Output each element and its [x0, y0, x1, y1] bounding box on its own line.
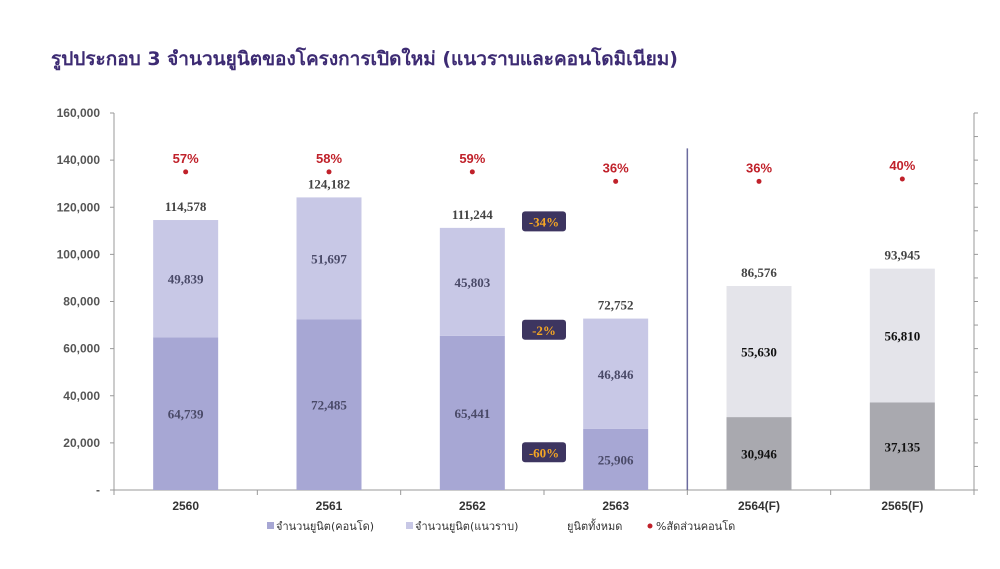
legend-condo-swatch	[267, 522, 274, 529]
y-tick-label: 60,000	[63, 342, 100, 356]
bar-lowrise	[153, 220, 219, 338]
data-label-total: 72,752	[598, 298, 634, 313]
change-label: -34%	[529, 214, 559, 229]
legend-share-swatch	[647, 523, 653, 529]
bar-condo	[726, 417, 792, 490]
bar-condo	[439, 335, 505, 490]
share-marker	[183, 169, 189, 175]
bar-lowrise	[869, 268, 935, 403]
change-badge	[522, 442, 566, 463]
y-tick-label: 120,000	[57, 200, 101, 214]
share-label: 40%	[889, 158, 915, 173]
legend-share-label: %สัดส่วนคอนโด	[656, 519, 735, 533]
y-tick-label: 100,000	[57, 247, 101, 261]
x-tick-label: 2564(F)	[738, 499, 780, 513]
annotations-group: 114,578 57% 124,182 58% 111,244 59% 72,752 36% 8…	[165, 151, 921, 463]
bar-condo	[869, 402, 935, 490]
data-label-condo: 30,946	[741, 447, 777, 462]
share-marker	[756, 178, 762, 184]
bar-lowrise	[726, 286, 792, 418]
data-label-condo: 64,739	[168, 407, 204, 422]
x-tick-label: 2561	[316, 499, 343, 513]
change-label: -60%	[529, 445, 559, 460]
data-label-total: 114,578	[165, 199, 207, 214]
share-label: 59%	[459, 151, 485, 166]
y-tick-label: 80,000	[63, 295, 100, 309]
legend-total-label: ยูนิตทั้งหมด	[567, 518, 622, 533]
legend-condo-label: จำนวนยูนิต(คอนโด)	[276, 519, 374, 533]
x-tick-label: 2563	[602, 499, 629, 513]
legend-lowrise-swatch	[406, 522, 413, 529]
data-label-lowrise: 56,810	[884, 329, 920, 344]
y-tick-label: 40,000	[63, 389, 100, 403]
data-label-condo: 72,485	[311, 398, 347, 413]
bar-condo	[583, 428, 649, 490]
data-label-condo: 65,441	[454, 406, 490, 421]
share-label: 58%	[316, 151, 342, 166]
share-label: 36%	[746, 160, 772, 175]
change-badge	[522, 319, 566, 340]
data-label-lowrise: 46,846	[598, 367, 634, 382]
change-label: -2%	[532, 323, 556, 338]
data-label-lowrise: 45,803	[454, 275, 490, 290]
y-tick-label: 20,000	[63, 436, 100, 450]
x-tick-label: 2562	[459, 499, 486, 513]
x-tick-label: 2565(F)	[881, 499, 923, 513]
share-marker	[326, 169, 332, 175]
x-tick-label: 2560	[172, 499, 199, 513]
share-label: 36%	[603, 160, 629, 175]
data-label-condo: 25,906	[598, 452, 634, 467]
data-label-total: 124,182	[308, 176, 350, 191]
data-label-lowrise: 51,697	[311, 251, 347, 266]
y-tick-label: -	[96, 483, 100, 497]
bar-lowrise	[296, 197, 362, 320]
legend-lowrise-label: จำนวนยูนิต(แนวราบ)	[415, 520, 518, 533]
data-label-condo: 37,135	[884, 439, 920, 454]
data-label-lowrise: 55,630	[741, 345, 777, 360]
data-label-total: 93,945	[884, 248, 920, 263]
data-label-total: 86,576	[741, 265, 777, 280]
bars-group: 64,739 49,839 72,485 51,697 65,441 45,803 25,9…	[153, 197, 935, 490]
change-badge	[522, 211, 566, 232]
bar-lowrise	[439, 227, 505, 336]
share-marker	[613, 178, 619, 184]
share-marker	[469, 169, 475, 175]
share-label: 57%	[173, 151, 199, 166]
legend-group: จำนวนยูนิต(คอนโด) จำนวนยูนิต(แนวราบ) ยูนิต…	[267, 518, 735, 533]
y-tick-label: 160,000	[57, 106, 101, 120]
share-marker	[899, 176, 905, 182]
bar-condo	[153, 337, 219, 490]
y-tick-label: 140,000	[57, 153, 101, 167]
axes-group: - 20,000 40,000 60,000 80,000 100,000 120,000 1…	[57, 106, 978, 513]
chart-title: รูปประกอบ 3 จำนวนยูนิตของโครงการเปิดใหม่…	[51, 48, 678, 70]
data-label-lowrise: 49,839	[168, 272, 204, 287]
bar-condo	[296, 319, 362, 490]
data-label-total: 111,244	[452, 207, 493, 222]
bar-lowrise	[583, 318, 649, 429]
